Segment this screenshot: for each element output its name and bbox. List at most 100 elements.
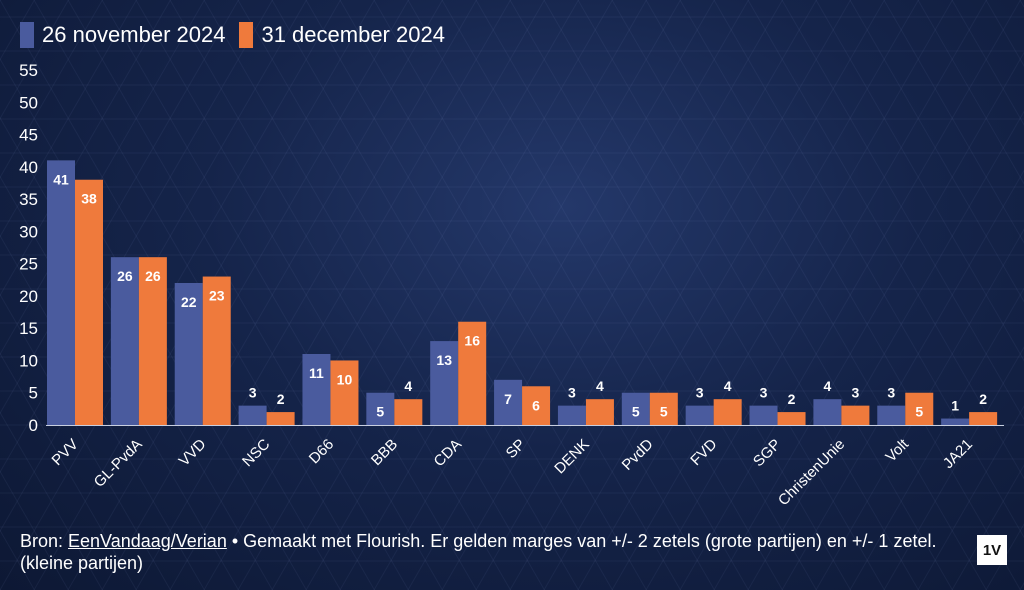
y-tick-label: 55 [19,61,38,80]
bar-nov-sgp [749,405,778,425]
bar-dec-pvdd [649,392,678,425]
bar-dec-sp [522,386,551,425]
source-prefix: Bron: [20,531,69,551]
bar-nov-ja21 [941,418,970,425]
bar-dec-christenunie [841,405,870,425]
y-tick-label: 35 [19,190,38,209]
source-link[interactable]: EenVandaag/Verian [68,531,227,551]
data-label: 3 [249,385,257,401]
data-label: 3 [852,385,860,401]
x-tick-label: BBB [368,436,401,469]
data-label: 7 [504,391,512,407]
y-tick-label: 10 [19,351,38,370]
bar-dec-volt [905,392,934,425]
x-tick-label: GL-PvdA [91,436,146,491]
bar-nov-volt [877,405,906,425]
bar-dec-ja21 [969,412,998,425]
y-tick-label: 25 [19,255,38,274]
y-tick-label: 0 [29,416,38,435]
data-label: 1 [951,398,959,414]
bar-nov-gl-pvda [110,257,139,425]
data-label: 41 [53,171,69,187]
data-label: 10 [337,371,353,387]
x-tick-label: DENK [551,436,592,477]
data-label: 13 [436,352,452,368]
y-tick-label: 30 [19,222,38,241]
data-label: 5 [632,404,640,420]
x-tick-label: VVD [176,436,210,470]
bar-nov-d66 [302,354,331,425]
data-label: 3 [568,385,576,401]
y-tick-label: 5 [29,384,38,403]
data-label: 23 [209,288,225,304]
bar-dec-vvd [202,276,231,425]
data-label: 3 [760,385,768,401]
data-label: 16 [464,333,480,349]
y-tick-label: 50 [19,93,38,112]
x-tick-label: SGP [750,436,784,470]
x-tick-label: JA21 [940,436,976,472]
data-label: 2 [979,391,987,407]
data-label: 5 [376,404,384,420]
bar-nov-sp [494,379,523,425]
data-label: 3 [696,385,704,401]
bar-nov-vvd [174,283,203,425]
data-label: 4 [824,378,832,394]
data-label: 6 [532,397,540,413]
bar-nov-pvdd [621,392,650,425]
x-tick-label: PVV [49,436,82,469]
data-label: 11 [309,365,324,381]
y-tick-label: 40 [19,158,38,177]
source-note: Bron: EenVandaag/Verian • Gemaakt met Fl… [20,530,960,574]
legend-swatch-series-1 [20,22,34,48]
x-tick-label: CDA [431,436,465,470]
data-label: 4 [404,378,412,394]
data-label: 38 [81,191,97,207]
x-tick-label: Volt [882,435,912,465]
bar-dec-denk [585,399,614,425]
data-label: 5 [660,404,668,420]
legend-label-series-1: 26 november 2024 [42,22,226,47]
x-tick-label: FVD [687,436,720,469]
x-tick-label: ChristenUnie [775,436,848,509]
bar-dec-cda [458,321,487,425]
data-label: 22 [181,294,197,310]
x-tick-label: SP [503,436,529,462]
y-tick-label: 20 [19,287,38,306]
y-tick-label: 45 [19,126,38,145]
bar-dec-d66 [330,360,359,425]
bar-dec-gl-pvda [138,257,167,425]
bar-nov-cda [430,341,459,425]
bar-dec-fvd [713,399,742,425]
x-tick-label: D66 [306,436,337,467]
bar-nov-denk [557,405,586,425]
bar-dec-bbb [394,399,423,425]
data-label: 26 [145,268,161,284]
y-tick-label: 15 [19,319,38,338]
legend-label-series-2: 31 december 2024 [261,22,445,47]
data-label: 4 [596,378,604,394]
bar-nov-nsc [238,405,267,425]
bar-nov-pvv [47,160,75,425]
data-label: 4 [724,378,732,394]
data-label: 3 [887,385,895,401]
bar-dec-nsc [266,412,295,425]
legend-item-series-2: 31 december 2024 [239,22,445,48]
legend-swatch-series-2 [239,22,254,48]
eenvandaag-logo: 1V [977,535,1007,565]
bar-nov-fvd [685,405,714,425]
data-label: 5 [915,404,923,420]
data-label: 2 [277,391,285,407]
bar-dec-pvv [75,179,103,425]
x-tick-label: NSC [239,436,274,471]
x-tick-label: PvdD [619,436,657,474]
bar-nov-bbb [366,392,395,425]
legend-item-series-1: 26 november 2024 [20,22,225,48]
bar-dec-sgp [777,412,806,425]
data-label: 26 [117,268,133,284]
bar-nov-christenunie [813,399,842,425]
source-text: • Gemaakt met Flourish. Er gelden marges… [20,531,937,573]
